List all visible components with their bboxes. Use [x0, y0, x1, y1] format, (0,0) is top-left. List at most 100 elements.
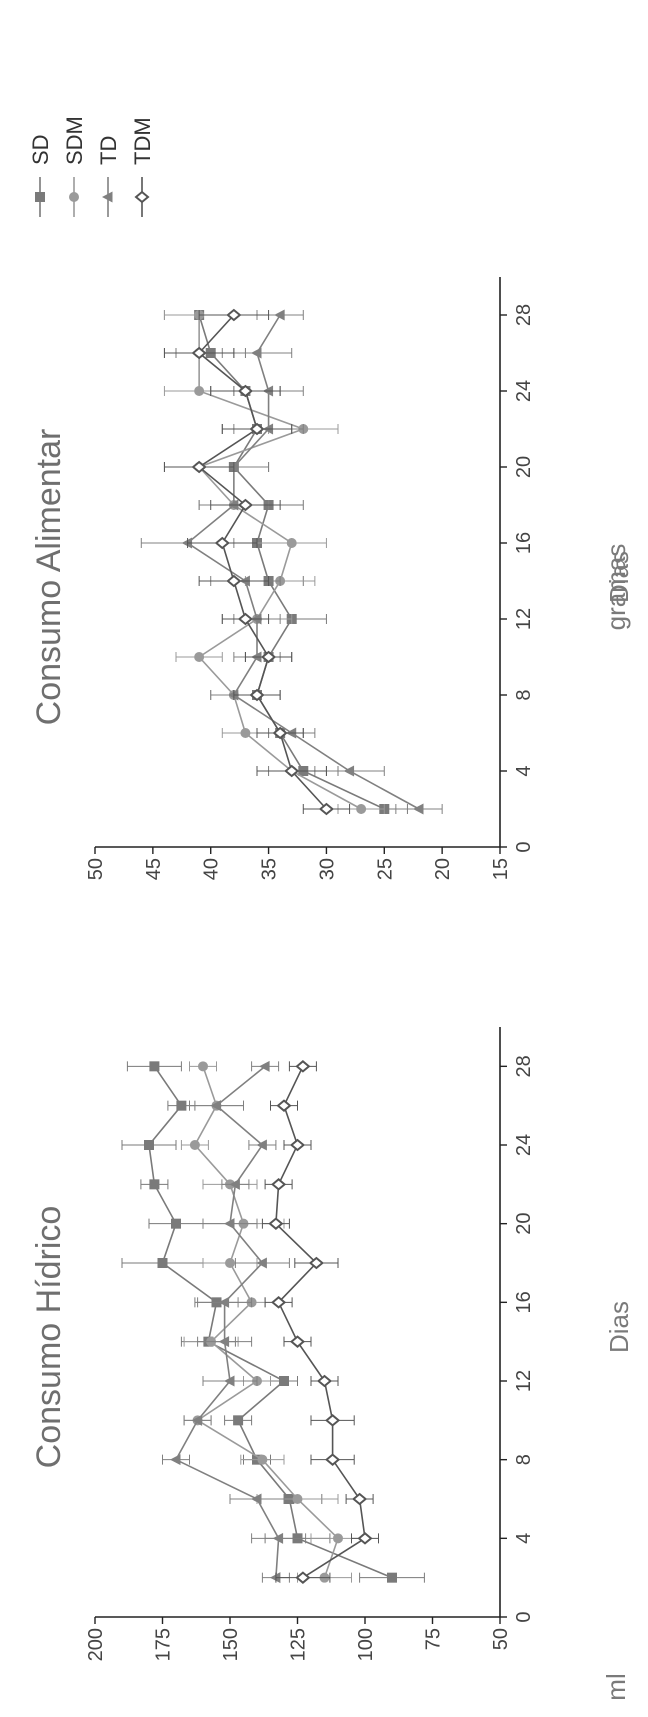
data-point — [261, 650, 277, 664]
data-point — [233, 1415, 244, 1426]
y-tick-label: 200 — [85, 1628, 107, 1661]
chart-1-ylabel: ml — [601, 1673, 631, 1700]
series-sd — [121, 1061, 425, 1583]
legend-marker — [134, 190, 150, 204]
y-tick-label: 50 — [490, 1628, 512, 1650]
legend-item-sd: SD — [28, 134, 53, 217]
x-tick-label: 12 — [513, 1370, 535, 1392]
series-line — [197, 314, 328, 810]
data-point — [149, 1061, 160, 1072]
x-tick-label: 20 — [513, 1213, 535, 1235]
series-line — [186, 314, 420, 810]
chart-2-marks — [140, 308, 443, 816]
data-point — [237, 498, 253, 512]
data-point — [225, 1258, 235, 1268]
x-tick-label: 0 — [513, 841, 535, 852]
chart-2-xlabel: Dias — [604, 551, 634, 603]
data-point — [272, 1532, 284, 1544]
data-point — [286, 538, 297, 548]
x-tick-label: 8 — [513, 1454, 535, 1465]
data-point — [333, 1533, 343, 1544]
y-tick-label: 30 — [316, 858, 338, 880]
data-point — [256, 1257, 267, 1269]
data-point — [237, 612, 253, 626]
x-tick-label: 24 — [513, 380, 535, 402]
data-point — [171, 1218, 181, 1229]
data-point — [387, 1572, 397, 1583]
y-tick-label: 20 — [432, 858, 454, 880]
chart-2-axes: 15 20 25 30 35 40 45 50 0 4 8 12 16 20 24 28 — [85, 277, 535, 880]
data-point — [292, 1494, 303, 1504]
data-point — [279, 1376, 289, 1386]
data-point — [226, 308, 242, 322]
legend: SD SDM TD TDM — [28, 116, 155, 217]
legend-item-sdm: SDM — [62, 116, 87, 217]
chart-consumo-hidrico: Consumo Hídrico Dias ml 50 75 100 125 150 175… — [30, 1027, 634, 1701]
series-td — [140, 309, 443, 815]
data-point — [189, 1140, 200, 1150]
data-point — [224, 1375, 235, 1387]
y-tick-label: 150 — [220, 1628, 242, 1661]
legend-marker — [35, 192, 45, 202]
data-point — [316, 1374, 333, 1388]
data-point — [157, 1258, 168, 1268]
data-point — [176, 1100, 187, 1111]
data-point — [343, 765, 355, 777]
rotated-figure: SD SDM TD TDM Consumo Hídrico Dias ml 50 75 1… — [28, 116, 634, 1701]
chart-consumo-alimentar: Consumo Alimentar Dias gramas 15 20 25 30 35… — [30, 277, 634, 880]
legend-label: TDM — [130, 117, 155, 165]
legend-label: SD — [28, 134, 53, 165]
data-point — [249, 422, 265, 436]
legend-marker — [102, 191, 113, 203]
data-point — [308, 1256, 324, 1270]
y-tick-label: 40 — [201, 858, 223, 880]
data-point — [191, 346, 207, 360]
data-point — [251, 1493, 262, 1505]
data-point — [289, 1138, 306, 1152]
x-tick-label: 28 — [513, 1055, 535, 1077]
data-point — [144, 1140, 154, 1150]
data-point — [325, 1453, 341, 1466]
x-tick-label: 4 — [513, 1533, 535, 1544]
data-point — [269, 1572, 281, 1584]
series-tdm — [163, 308, 351, 816]
data-point — [318, 802, 334, 816]
x-tick-label: 20 — [513, 456, 535, 478]
data-point — [274, 309, 285, 321]
chart-1-marks — [121, 1060, 425, 1584]
series-sdm — [163, 310, 385, 814]
data-point — [224, 1218, 235, 1230]
y-tick-label: 25 — [374, 858, 396, 880]
x-tick-label: 0 — [513, 1611, 535, 1622]
y-tick-label: 125 — [288, 1628, 310, 1661]
chart-1-title: Consumo Hídrico — [30, 1206, 68, 1469]
series-line — [148, 1065, 393, 1579]
x-tick-label: 16 — [513, 1291, 535, 1313]
data-point — [218, 1296, 230, 1308]
y-tick-label: 175 — [153, 1628, 175, 1661]
data-point — [268, 1217, 284, 1230]
y-tick-label: 15 — [490, 858, 512, 880]
data-point — [170, 1454, 181, 1466]
data-point — [227, 689, 239, 701]
data-point — [272, 726, 288, 740]
x-tick-label: 12 — [513, 608, 535, 630]
legend-item-td: TD — [96, 136, 121, 217]
x-tick-label: 28 — [513, 304, 535, 326]
data-point — [325, 1414, 341, 1427]
chart-2-title: Consumo Alimentar — [30, 429, 68, 726]
chart-1-xlabel: Dias — [604, 1301, 634, 1353]
data-point — [210, 1100, 221, 1112]
chart-2-ylabel: gramas — [601, 544, 631, 631]
data-point — [181, 537, 193, 549]
legend-item-tdm: TDM — [130, 117, 155, 217]
legend-label: TD — [96, 136, 121, 165]
series-line — [174, 1065, 280, 1578]
data-point — [191, 1414, 203, 1426]
y-tick-label: 100 — [355, 1628, 377, 1661]
data-point — [149, 1179, 160, 1190]
data-point — [191, 460, 207, 474]
data-point — [226, 574, 242, 588]
series-line — [197, 315, 362, 810]
